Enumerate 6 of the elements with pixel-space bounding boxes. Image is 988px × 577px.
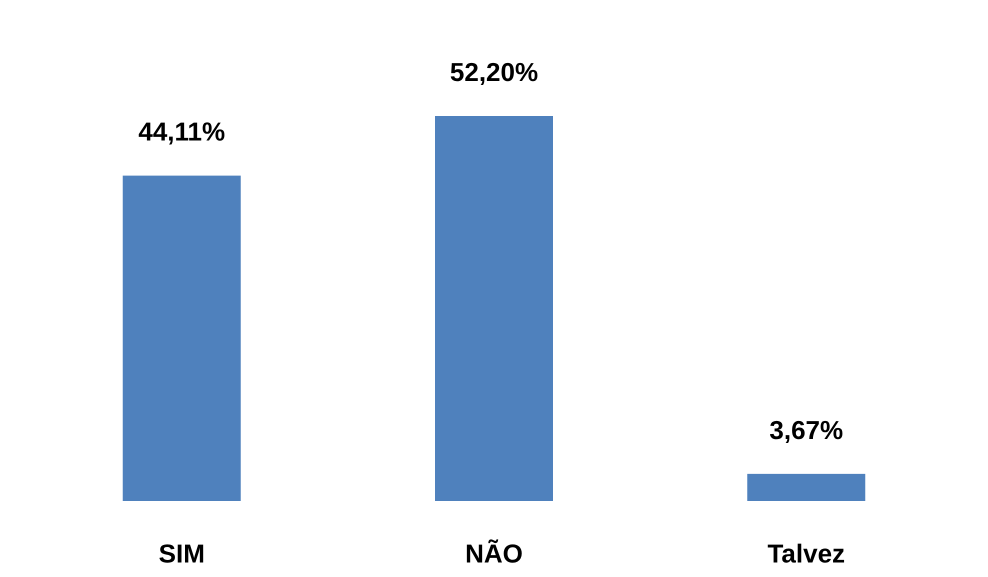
data-label: 52,20% xyxy=(450,57,538,87)
x-tick-label: SIM xyxy=(158,538,205,568)
data-label: 3,67% xyxy=(769,414,844,445)
x-tick-label: NÃO xyxy=(465,538,523,568)
x-tick-label: Talvez xyxy=(767,538,846,568)
data-label: 44,11% xyxy=(138,116,226,147)
